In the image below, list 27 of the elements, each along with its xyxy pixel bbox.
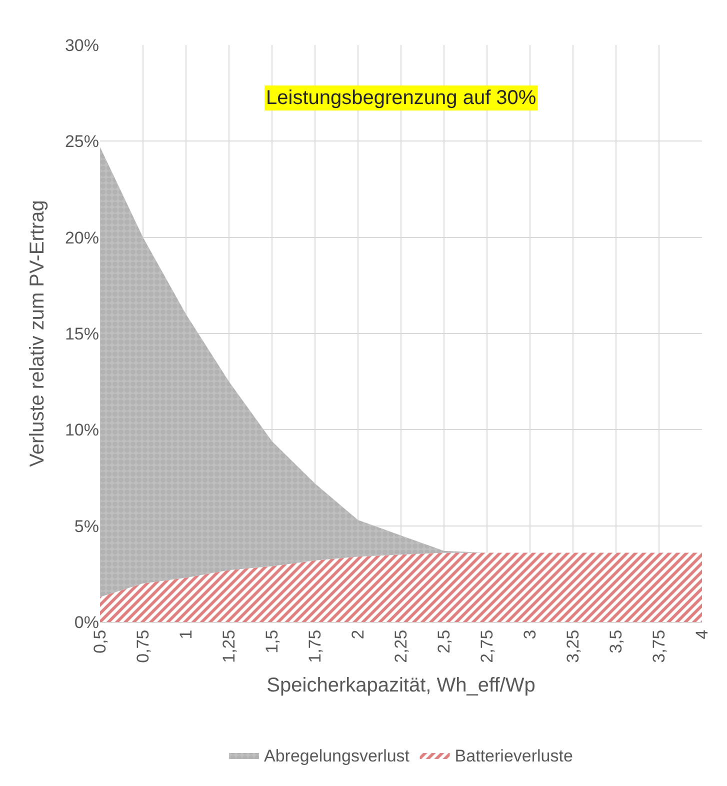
- y-tick-label: 10%: [64, 420, 99, 440]
- x-tick-label: 1: [176, 630, 196, 640]
- x-tick-label: 0,75: [134, 630, 153, 663]
- y-tick-label: 30%: [64, 36, 99, 55]
- x-tick-label: 2,75: [478, 630, 497, 663]
- y-tick-label: 15%: [64, 324, 99, 344]
- y-tick-label: 25%: [64, 132, 99, 152]
- y-tick-label: 20%: [64, 228, 99, 248]
- y-tick-label: 5%: [74, 516, 99, 536]
- x-tick-label: 4: [692, 630, 712, 640]
- y-axis-title: Verluste relativ zum PV-Ertrag: [26, 200, 48, 467]
- legend-label: Abregelungsverlust: [264, 746, 410, 766]
- y-tick-label: 0%: [74, 612, 99, 632]
- text: Leistungsbegrenzung auf 30%: [266, 87, 536, 109]
- x-tick-label: 3,25: [564, 630, 583, 663]
- x-tick-label: 1,25: [220, 630, 239, 663]
- x-tick-label: 1,5: [262, 630, 282, 654]
- x-axis-title: Speicherkapazität, Wh_eff/Wp: [266, 674, 536, 696]
- x-tick-label: 3,75: [650, 630, 669, 663]
- x-tick-label: 2,5: [434, 630, 454, 654]
- x-tick-label: 0,5: [90, 630, 110, 654]
- x-tick-label: 3: [520, 630, 540, 640]
- x-tick-label: 1,75: [306, 630, 325, 663]
- x-tick-label: 3,5: [606, 630, 626, 654]
- x-tick-label: 2,25: [392, 630, 411, 663]
- x-tick-label: 2: [348, 630, 368, 640]
- legend-label: Batterieverluste: [454, 746, 573, 766]
